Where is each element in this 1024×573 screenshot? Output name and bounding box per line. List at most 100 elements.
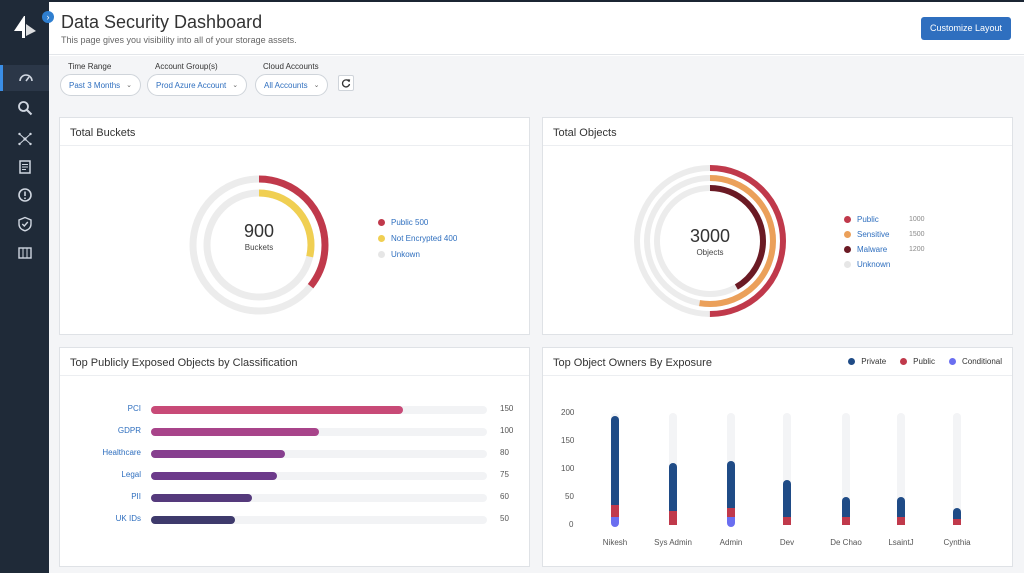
legend-label: Unknown	[857, 260, 891, 269]
column-segment-private[interactable]	[611, 415, 619, 506]
cloud-accounts-label: Cloud Accounts	[263, 62, 319, 71]
column-segment-public[interactable]	[897, 516, 905, 525]
x-tick-label: Nikesh	[602, 538, 628, 547]
card-title: Total Buckets	[70, 127, 136, 139]
nav-investigate[interactable]	[0, 95, 49, 121]
legend-swatch	[948, 358, 956, 365]
bar-value: 150	[500, 404, 514, 413]
legend-swatch	[848, 358, 856, 365]
column-segment-public[interactable]	[842, 516, 850, 525]
legend-item[interactable]: Public 1000	[844, 212, 925, 227]
column-segment-private[interactable]	[842, 497, 850, 517]
buckets-not-encrypted-arc	[203, 189, 315, 301]
legend-item[interactable]: Unkown	[378, 246, 457, 262]
legend-label: Public	[857, 215, 879, 224]
nav-alerts[interactable]	[0, 182, 49, 208]
nav-policies[interactable]	[0, 154, 49, 180]
y-tick-label: 100	[561, 464, 575, 473]
bar-value: 100	[500, 426, 514, 435]
brand-logo-icon	[14, 16, 36, 38]
bar-fill	[151, 516, 235, 524]
card-title: Total Objects	[553, 127, 617, 139]
legend-label: Conditional	[961, 357, 1002, 366]
bar-label: GDPR	[117, 426, 141, 435]
column-segment-public[interactable]	[669, 511, 677, 525]
legend-value: 1000	[909, 216, 925, 223]
column-segment-conditional[interactable]	[611, 517, 619, 527]
objects-legend: Public 1000 Sensitive 1500 Malware 1200 Unk…	[844, 212, 925, 272]
column-track	[897, 413, 905, 525]
column-segment-private[interactable]	[953, 508, 961, 520]
x-tick-label: Dev	[779, 538, 795, 547]
account-group-select[interactable]: Prod Azure Account ⌄	[147, 74, 248, 96]
column-segment-public[interactable]	[611, 505, 619, 520]
nav-network[interactable]	[0, 126, 49, 152]
legend-item[interactable]: Not Encrypted 400	[378, 230, 457, 246]
legend-item[interactable]: Sensitive 1500	[844, 227, 925, 242]
objects-public-arc	[634, 165, 786, 317]
legend-swatch	[844, 216, 851, 223]
y-tick-label: 150	[561, 436, 575, 445]
legend-label: Sensitive	[857, 230, 890, 239]
cloud-accounts-select[interactable]: All Accounts ⌄	[255, 74, 329, 96]
bar-track	[151, 516, 487, 524]
column-segment-private[interactable]	[897, 497, 905, 517]
bar-value: 80	[500, 448, 509, 457]
objects-malware-arc	[654, 185, 766, 297]
bar-row[interactable]: Healthcare 80	[60, 448, 530, 462]
total-buckets-card: Total Buckets 900 Buckets Public 500 Not…	[59, 117, 530, 335]
column-segment-private[interactable]	[669, 463, 677, 511]
bar-row[interactable]: Legal 75	[60, 470, 530, 484]
time-range-select[interactable]: Past 3 Months ⌄	[60, 74, 142, 96]
page-header: Data Security Dashboard This page gives …	[49, 2, 1024, 55]
nav-reports[interactable]	[0, 240, 49, 266]
buckets-total-label: Buckets	[244, 243, 274, 252]
divider	[543, 375, 1012, 376]
bar-row[interactable]: PCI 150	[60, 404, 530, 418]
column-segment-public[interactable]	[953, 519, 961, 525]
legend-item[interactable]: Unknown	[844, 257, 925, 272]
cloud-accounts-value: All Accounts	[264, 80, 308, 90]
legend-label: Not Encrypted 400	[391, 233, 458, 243]
legend-swatch	[378, 250, 385, 258]
column-segment-public[interactable]	[783, 516, 791, 525]
cloud-accounts-filter: Cloud Accounts All Accounts ⌄	[255, 62, 329, 96]
legend-item[interactable]: Private	[848, 357, 886, 366]
shield-check-icon	[17, 216, 32, 232]
refresh-button[interactable]	[338, 75, 354, 91]
legend-item[interactable]: Conditional	[948, 357, 1002, 366]
bar-label: PCI	[127, 404, 141, 413]
buckets-donut-chart	[189, 175, 329, 315]
legend-swatch	[844, 261, 851, 268]
legend-item[interactable]: Malware 1200	[844, 242, 925, 257]
expand-sidebar-button[interactable]: ›	[42, 11, 54, 23]
time-range-filter: Time Range Past 3 Months ⌄	[60, 62, 142, 96]
buckets-total-value: 900	[243, 221, 275, 241]
legend-swatch	[844, 246, 851, 253]
chevron-down-icon: ⌄	[232, 82, 239, 89]
legend-item[interactable]: Public	[900, 357, 935, 366]
bar-value: 75	[500, 470, 509, 479]
bar-row[interactable]: UK IDs 50	[60, 514, 530, 528]
bar-label: PII	[131, 492, 141, 501]
bar-value: 60	[500, 492, 509, 501]
legend-label: Unkown	[391, 249, 420, 259]
bar-row[interactable]: PII 60	[60, 492, 530, 506]
legend-value: 1200	[909, 246, 925, 253]
column-segment-conditional[interactable]	[727, 517, 735, 527]
exposed-objects-card: Top Publicly Exposed Objects by Classifi…	[59, 347, 530, 567]
column-segment-private[interactable]	[727, 460, 735, 509]
bar-fill	[151, 406, 403, 414]
bar-row[interactable]: GDPR 100	[60, 426, 530, 440]
nav-dashboard[interactable]	[0, 65, 49, 91]
column-segment-public[interactable]	[727, 508, 735, 520]
nav-compliance[interactable]	[0, 211, 49, 237]
customize-layout-button[interactable]: Customize Layout	[921, 17, 1011, 40]
x-tick-label: De Chao	[830, 538, 862, 547]
column-segment-private[interactable]	[783, 480, 791, 517]
legend-swatch	[378, 218, 385, 226]
account-group-label: Account Group(s)	[155, 62, 218, 71]
legend-item[interactable]: Public 500	[378, 214, 457, 230]
alert-icon	[17, 188, 32, 202]
page-subtitle: This page gives you visibility into all …	[61, 35, 297, 45]
